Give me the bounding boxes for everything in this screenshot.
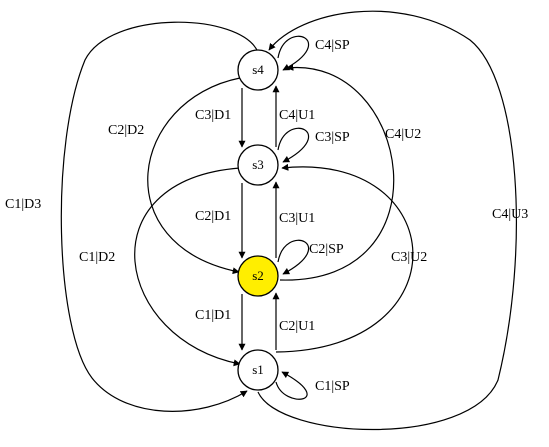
- label-c2-u1: C2|U1: [279, 319, 315, 334]
- label-c3-sp: C3|SP: [315, 130, 350, 145]
- label-c1-sp: C1|SP: [315, 379, 350, 394]
- state-s2: [237, 255, 279, 297]
- label-c2-d2: C2|D2: [108, 123, 144, 138]
- label-c4-u2: C4|U2: [385, 127, 421, 142]
- edge-s1-s1: [275, 371, 308, 400]
- label-c3-u1: C3|U1: [279, 211, 315, 226]
- edge-s1-s3: [275, 163, 414, 353]
- state-s4-label: s4: [252, 62, 264, 77]
- label-c1-d2: C1|D2: [79, 250, 115, 265]
- edge-s4-s1: [60, 21, 259, 412]
- state-s1-label: s1: [252, 362, 264, 377]
- edge-s2-s2: [277, 239, 310, 275]
- label-c3-d1: C3|D1: [195, 108, 231, 123]
- edge-s4-s2: [147, 77, 241, 275]
- state-s3: [237, 144, 279, 186]
- label-c4-u1: C4|U1: [279, 108, 315, 123]
- label-c2-sp: C2|SP: [309, 242, 344, 257]
- edge-s3-s3: [277, 127, 310, 163]
- state-s2-label: s2: [252, 268, 264, 283]
- state-s4: [237, 49, 279, 91]
- label-c4-sp: C4|SP: [315, 38, 350, 53]
- label-c1-d1: C1|D1: [195, 308, 231, 323]
- state-s3-label: s3: [252, 157, 264, 172]
- label-c2-d1: C2|D1: [195, 209, 231, 224]
- label-c4-u3: C4|U3: [492, 207, 528, 222]
- edge-s1-s4: [257, 10, 517, 431]
- label-c1-d3: C1|D3: [5, 197, 41, 212]
- edge-s4-s4: [277, 35, 310, 71]
- edge-s3-s1: [134, 167, 241, 367]
- label-c3-u2: C3|U2: [391, 250, 427, 265]
- edge-s2-s4: [279, 63, 395, 281]
- state-s1: [237, 349, 279, 391]
